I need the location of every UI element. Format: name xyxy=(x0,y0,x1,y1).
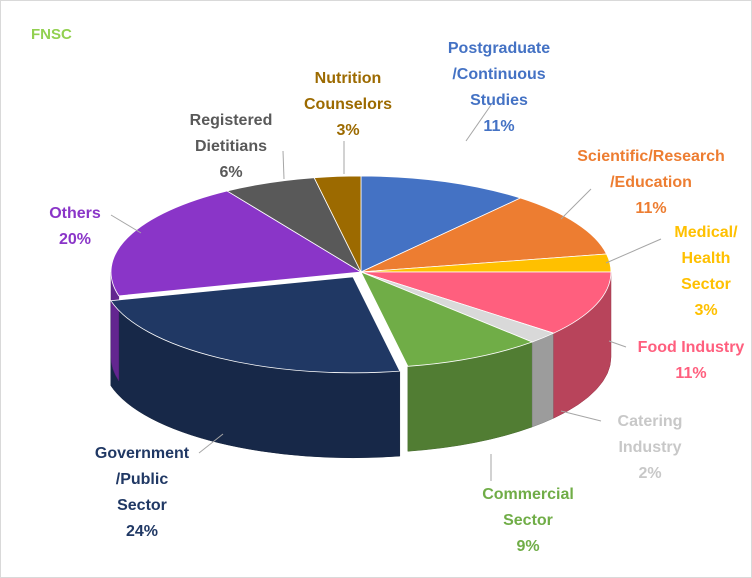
data-label-3-line-1: 11% xyxy=(675,365,706,382)
leader-line-3 xyxy=(608,340,627,348)
data-label-2-line-3: 3% xyxy=(694,302,717,319)
data-label-9-line-1: Counselors xyxy=(304,96,392,113)
leader-line-6 xyxy=(198,433,224,454)
leader-line-4 xyxy=(560,410,602,422)
data-label-0: Postgraduate/Continuous Studies 11% xyxy=(448,40,550,142)
leader-line-0 xyxy=(465,104,492,142)
data-label-0-line-2: Studies xyxy=(470,92,528,109)
pie-slice-0 xyxy=(360,175,522,273)
data-label-7-line-0: Others xyxy=(49,205,101,222)
pie-slice-6 xyxy=(110,276,401,374)
leader-line-7 xyxy=(110,214,142,234)
data-label-1-line-2: 11% xyxy=(635,200,666,217)
data-label-5: Commercial Sector 9% xyxy=(482,454,574,555)
pie-slice-1 xyxy=(360,197,608,273)
data-label-0-line-3: 11% xyxy=(483,118,514,135)
data-label-6-line-0: Government xyxy=(95,445,190,462)
leader-line-1 xyxy=(560,188,592,220)
data-label-6-line-1: /Public xyxy=(116,471,169,488)
pie-slice-3 xyxy=(360,271,612,334)
data-label-9-line-2: 3% xyxy=(336,122,359,139)
data-label-2-line-0: Medical/ xyxy=(674,224,738,241)
data-label-7: Others 20% xyxy=(49,205,142,248)
data-label-5-line-1: Sector xyxy=(503,512,553,529)
pie-slice-7 xyxy=(110,190,363,297)
data-label-3-line-0: Food Industry xyxy=(638,339,745,356)
leader-line-8 xyxy=(282,150,285,180)
chart-title: FNSC xyxy=(31,26,72,43)
data-label-8-line-2: 6% xyxy=(219,164,242,181)
data-label-6-line-3: 24% xyxy=(126,523,158,540)
data-label-5-line-2: 9% xyxy=(516,538,539,555)
data-label-9-line-0: Nutrition xyxy=(315,70,382,87)
data-label-2: Medical/Health Sector 3% xyxy=(605,224,738,319)
data-label-8: Registered Dietitians 6% xyxy=(190,112,285,181)
data-label-8-line-1: Dietitians xyxy=(195,138,267,155)
leader-line-2 xyxy=(605,238,662,264)
data-label-1-line-1: /Education xyxy=(610,174,692,191)
data-label-0-line-1: /Continuous xyxy=(452,66,545,83)
pie-side-4 xyxy=(531,332,554,428)
pie-slice-9 xyxy=(313,175,362,273)
data-label-4-line-0: Catering xyxy=(618,413,683,430)
data-label-1-line-0: Scientific/Research xyxy=(577,148,725,165)
data-label-2-line-1: Health xyxy=(682,250,731,267)
data-label-2-line-2: Sector xyxy=(681,276,731,293)
data-label-7-line-1: 20% xyxy=(59,231,91,248)
data-label-6-line-2: Sector xyxy=(117,497,167,514)
pie-slice-5 xyxy=(360,271,534,367)
data-label-3: Food Industry 11% xyxy=(608,339,745,382)
data-label-4-line-1: Industry xyxy=(618,439,681,456)
data-label-4: Catering Industry 2% xyxy=(560,410,683,482)
data-label-0-line-0: Postgraduate xyxy=(448,40,550,57)
data-label-9: Nutrition Counselors 3% xyxy=(304,70,392,174)
data-label-8-line-0: Registered xyxy=(190,112,273,129)
data-label-5-line-0: Commercial xyxy=(482,486,574,503)
data-label-1: Scientific/Research/Education 11% xyxy=(560,148,725,220)
data-label-6: Government/Public Sector 24% xyxy=(95,433,224,540)
data-label-4-line-2: 2% xyxy=(638,465,661,482)
